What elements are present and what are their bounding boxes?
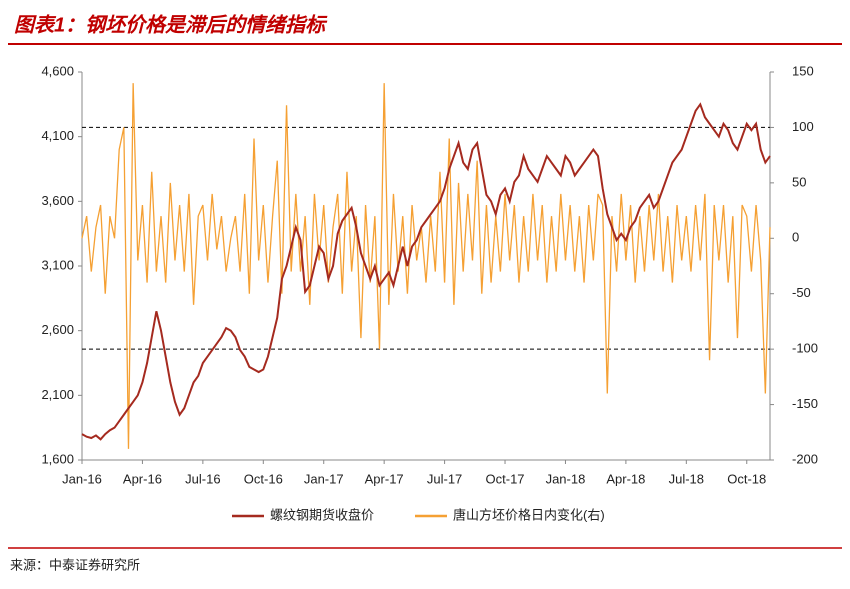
y-tick-label: 1,600 bbox=[41, 451, 74, 466]
y-tick-label: 3,600 bbox=[41, 193, 74, 208]
x-tick-label: Oct-18 bbox=[727, 471, 766, 486]
y2-tick-label: 150 bbox=[792, 63, 814, 78]
x-tick-label: Apr-16 bbox=[123, 471, 162, 486]
y2-tick-label: -150 bbox=[792, 396, 818, 411]
x-tick-label: Apr-18 bbox=[606, 471, 645, 486]
x-tick-label: Jul-16 bbox=[185, 471, 220, 486]
y-tick-label: 2,600 bbox=[41, 322, 74, 337]
x-tick-label: Jan-18 bbox=[546, 471, 586, 486]
y2-tick-label: 50 bbox=[792, 174, 806, 189]
y2-tick-label: 0 bbox=[792, 230, 799, 245]
x-tick-label: Apr-17 bbox=[365, 471, 404, 486]
source: 来源：中泰证券研究所 bbox=[10, 557, 140, 572]
series-line bbox=[81, 102, 771, 441]
y2-tick-label: -50 bbox=[792, 285, 811, 300]
x-tick-label: Jul-18 bbox=[669, 471, 704, 486]
series-line bbox=[81, 83, 771, 449]
x-tick-label: Jul-17 bbox=[427, 471, 462, 486]
y-tick-label: 3,100 bbox=[41, 257, 74, 272]
y-tick-label: 4,600 bbox=[41, 63, 74, 78]
y2-tick-label: -100 bbox=[792, 341, 818, 356]
x-tick-label: Oct-17 bbox=[486, 471, 525, 486]
y2-tick-label: -200 bbox=[792, 451, 818, 466]
x-tick-label: Oct-16 bbox=[244, 471, 283, 486]
chart-title: 图表1：钢坯价格是滞后的情绪指标 bbox=[14, 13, 328, 36]
x-tick-label: Jan-16 bbox=[62, 471, 102, 486]
y2-tick-label: 100 bbox=[792, 119, 814, 134]
legend-label: 唐山方坯价格日内变化(右) bbox=[453, 507, 605, 522]
legend-label: 螺纹钢期货收盘价 bbox=[270, 507, 374, 522]
y-tick-label: 2,100 bbox=[41, 387, 74, 402]
y-tick-label: 4,100 bbox=[41, 128, 74, 143]
x-tick-label: Jan-17 bbox=[304, 471, 344, 486]
